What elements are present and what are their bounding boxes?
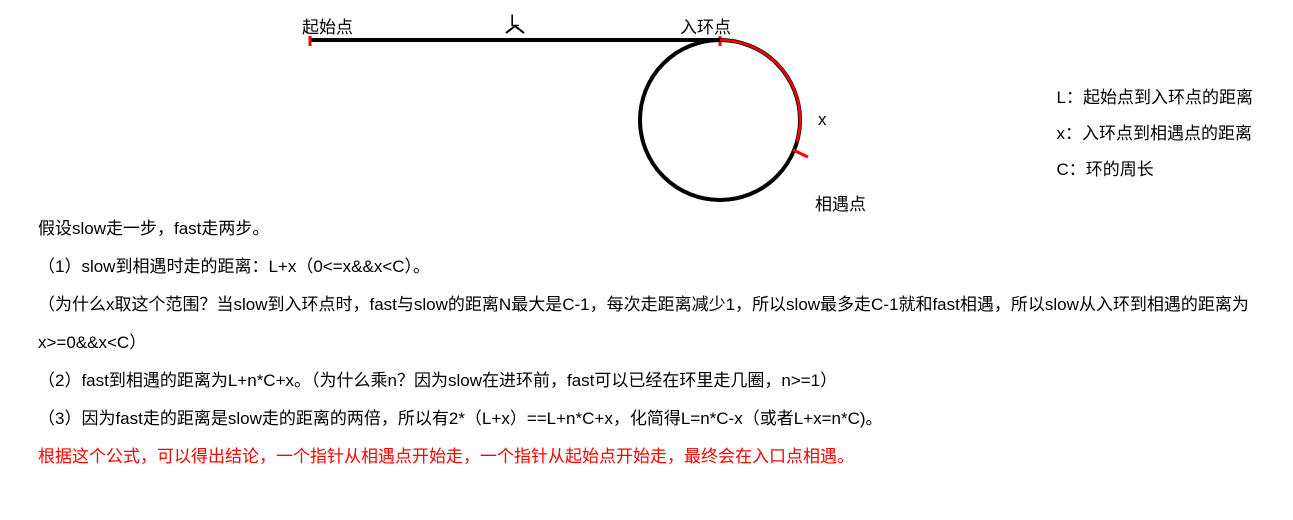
explain-line-1: （1）slow到相遇时走的距离：L+x（0<=x&&x<C）。 [38,248,1253,286]
explanation-block: 假设slow走一步，fast走两步。 （1）slow到相遇时走的距离：L+x（0… [38,210,1253,476]
explain-line-2: （为什么x取这个范围？当slow到入环点时，fast与slow的距离N最大是C-… [38,286,1253,362]
explain-line-4: （3）因为fast走的距离是slow走的距离的两倍，所以有2*（L+x）==L+… [38,400,1253,438]
legend-L: L：起始点到入环点的距离 [1057,80,1253,116]
label-start: 起始点 [302,13,353,38]
explain-line-0: 假设slow走一步，fast走两步。 [38,210,1253,248]
legend: L：起始点到入环点的距离 x：入环点到相遇点的距离 C：环的周长 [1057,80,1253,188]
label-L: L [510,11,519,31]
label-x: x [818,110,827,130]
label-entry: 入环点 [680,13,731,38]
explain-line-3: （2）fast到相遇的距离为L+n*C+x。（为什么乘n？因为slow在进环前，… [38,362,1253,400]
explain-line-conclusion: 根据这个公式，可以得出结论，一个指针从相遇点开始走，一个指针从起始点开始走，最终… [38,438,1253,476]
legend-C: C：环的周长 [1057,152,1253,188]
legend-x: x：入环点到相遇点的距离 [1057,116,1253,152]
